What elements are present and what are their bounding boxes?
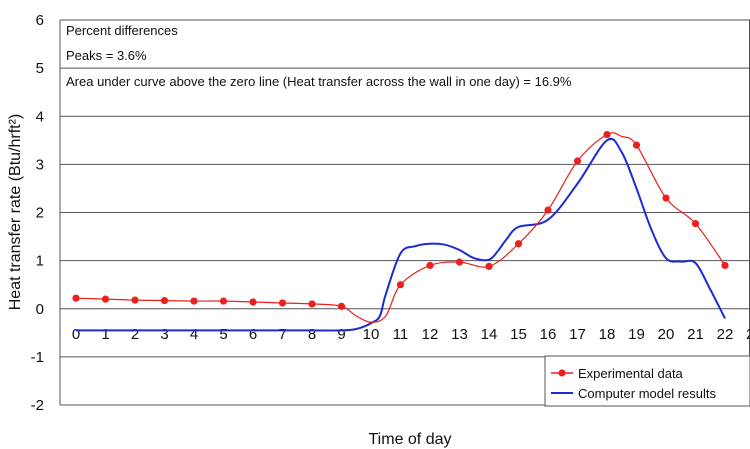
x-category-label: 10 bbox=[363, 326, 380, 343]
annotation-peaks: Peaks = 3.6% bbox=[66, 48, 147, 63]
point-experimental bbox=[514, 240, 523, 248]
y-tick-label: 6 bbox=[36, 12, 44, 29]
point-experimental bbox=[72, 294, 80, 302]
legend-marker-experimental bbox=[558, 369, 566, 377]
y-tick-label: 5 bbox=[36, 60, 44, 77]
legend-label-experimental: Experimental data bbox=[578, 366, 684, 381]
point-experimental bbox=[190, 297, 198, 305]
point-experimental bbox=[219, 297, 228, 305]
point-experimental bbox=[160, 296, 169, 305]
y-tick-label: -2 bbox=[31, 397, 44, 414]
point-experimental bbox=[101, 295, 110, 303]
point-experimental bbox=[308, 300, 316, 308]
legend-label-model: Computer model results bbox=[578, 386, 716, 401]
annotation-title: Percent differences bbox=[66, 23, 178, 38]
y-tick-label: -1 bbox=[31, 349, 44, 366]
x-category-label: 19 bbox=[628, 326, 645, 343]
x-category-label: 2 bbox=[131, 326, 139, 343]
x-category-label: 4 bbox=[190, 326, 198, 343]
x-category-labels: 01234567891011121314151617181920212223 bbox=[72, 326, 750, 343]
x-category-label: 6 bbox=[249, 326, 257, 343]
legend-box bbox=[544, 355, 750, 407]
x-category-label: 11 bbox=[393, 326, 409, 343]
y-tick-label: 1 bbox=[36, 253, 44, 270]
x-category-label: 0 bbox=[72, 326, 80, 343]
x-category-label: 7 bbox=[278, 326, 286, 343]
line-experimental bbox=[75, 132, 726, 323]
x-category-label: 5 bbox=[219, 326, 227, 343]
y-tick-label: 4 bbox=[36, 108, 44, 125]
y-axis-title: Heat transfer rate (Btu/hrft²) bbox=[7, 114, 24, 311]
x-axis-title: Time of day bbox=[369, 431, 452, 448]
x-category-label: 12 bbox=[422, 326, 439, 343]
x-category-label: 3 bbox=[160, 326, 168, 343]
x-category-label: 20 bbox=[658, 326, 675, 343]
x-category-label: 16 bbox=[540, 326, 557, 343]
point-experimental bbox=[691, 219, 700, 228]
x-category-label: 15 bbox=[510, 326, 527, 343]
point-experimental bbox=[603, 130, 611, 139]
x-category-label: 23 bbox=[746, 326, 750, 343]
x-category-label: 9 bbox=[337, 326, 345, 343]
point-experimental bbox=[249, 298, 257, 306]
point-experimental bbox=[632, 141, 641, 149]
x-category-label: 17 bbox=[569, 326, 586, 343]
x-category-label: 18 bbox=[599, 326, 616, 343]
series-experimental bbox=[72, 130, 729, 323]
series-computer-model bbox=[75, 137, 726, 332]
point-experimental bbox=[396, 281, 405, 289]
x-category-label: 21 bbox=[687, 326, 704, 343]
point-experimental bbox=[721, 261, 729, 270]
point-experimental bbox=[337, 302, 346, 310]
x-category-label: 1 bbox=[101, 326, 109, 343]
x-category-label: 14 bbox=[481, 326, 498, 343]
point-experimental bbox=[573, 157, 582, 165]
y-tick-label: 0 bbox=[36, 301, 44, 318]
point-experimental bbox=[485, 262, 493, 270]
point-experimental bbox=[455, 258, 464, 266]
point-experimental bbox=[426, 261, 434, 270]
x-category-label: 13 bbox=[451, 326, 468, 343]
y-tick-label: 3 bbox=[36, 156, 44, 173]
y-tick-labels: -2 -1 0 1 2 3 4 5 6 bbox=[31, 12, 44, 414]
point-experimental bbox=[131, 296, 139, 304]
x-category-label: 22 bbox=[717, 326, 734, 343]
y-tick-label: 2 bbox=[36, 205, 44, 222]
point-experimental bbox=[544, 206, 552, 214]
annotation-area: Area under curve above the zero line (He… bbox=[66, 74, 572, 89]
point-experimental bbox=[662, 194, 670, 202]
line-computer-model bbox=[75, 137, 726, 332]
x-category-label: 8 bbox=[308, 326, 316, 343]
point-experimental bbox=[278, 299, 287, 307]
legend: Experimental data Computer model results bbox=[544, 355, 750, 407]
